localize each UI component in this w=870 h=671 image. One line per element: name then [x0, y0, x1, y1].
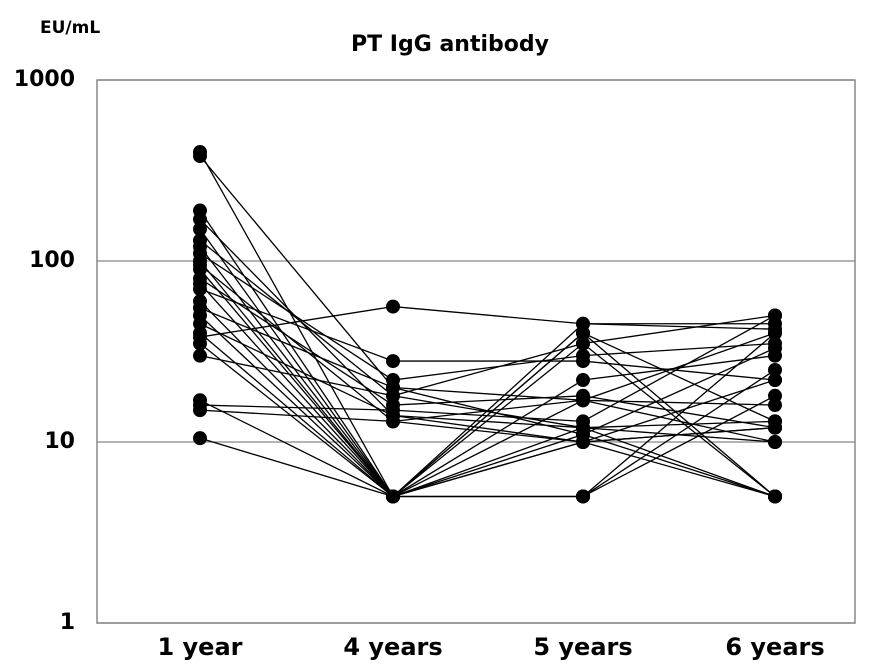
data-point [768, 414, 782, 429]
data-point [193, 282, 207, 297]
data-point [193, 403, 207, 418]
series-line [199, 264, 776, 498]
series-line [199, 323, 776, 443]
series-line [199, 239, 776, 397]
data-point [768, 373, 782, 388]
series-line [199, 379, 776, 498]
data-point [768, 308, 782, 323]
data-point [386, 414, 400, 429]
data-point [386, 354, 400, 369]
data-point [386, 299, 400, 314]
y-tick-label: 10 [44, 429, 75, 454]
data-point [768, 341, 782, 356]
data-point [193, 348, 207, 363]
y-axis-unit: EU/mL [40, 18, 100, 38]
series-line [199, 307, 776, 401]
series-line [199, 355, 776, 429]
y-tick-label: 1000 [14, 67, 75, 92]
series-line [199, 288, 776, 381]
series-line [199, 399, 776, 443]
data-point [576, 326, 590, 341]
series-line [199, 314, 776, 423]
x-tick-label: 4 years [343, 633, 442, 661]
data-point [386, 403, 400, 418]
series-line [199, 305, 776, 338]
data-point [193, 336, 207, 351]
data-point [193, 212, 207, 227]
series-line [199, 315, 776, 498]
data-point [193, 431, 207, 446]
x-tick-label: 6 years [725, 633, 824, 661]
data-point [768, 489, 782, 504]
series-line [199, 252, 776, 381]
data-point [576, 354, 590, 369]
series-line [199, 246, 776, 498]
data-point [576, 414, 590, 429]
data-point [576, 435, 590, 449]
data-point [768, 322, 782, 337]
data-point [193, 149, 207, 164]
data-point [386, 388, 400, 403]
x-tick-label: 1 year [157, 633, 242, 661]
data-point [386, 489, 400, 504]
y-tick-label: 1 [60, 610, 75, 635]
data-point [768, 388, 782, 403]
y-tick-label: 100 [29, 248, 75, 273]
series-line [199, 260, 775, 498]
series-line [199, 332, 776, 498]
data-point [576, 373, 590, 388]
data-point [193, 222, 207, 237]
data-point [576, 393, 590, 408]
series-line [199, 300, 776, 498]
data-point [768, 362, 782, 377]
series-line [199, 343, 776, 498]
chart-title: PT IgG antibody [351, 32, 549, 57]
data-point [576, 489, 590, 504]
series-line [199, 210, 776, 498]
series-line [199, 277, 776, 429]
data-point [768, 435, 782, 449]
data-point [576, 336, 590, 351]
x-tick-label: 5 years [533, 633, 632, 661]
series-line [199, 332, 776, 498]
